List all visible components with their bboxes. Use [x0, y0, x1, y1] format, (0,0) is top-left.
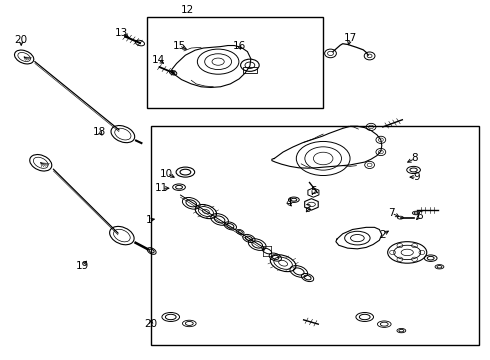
Text: 7: 7 [388, 208, 395, 218]
Text: 20: 20 [15, 35, 28, 45]
Bar [147, 17, 323, 108]
Text: 8: 8 [412, 153, 418, 163]
Text: 9: 9 [414, 172, 420, 182]
Text: 4: 4 [286, 198, 293, 208]
Bar [151, 126, 479, 345]
Text: 17: 17 [343, 33, 357, 43]
Text: 18: 18 [93, 127, 106, 136]
Text: 11: 11 [155, 183, 169, 193]
Text: 6: 6 [416, 211, 423, 221]
Text: 3: 3 [304, 204, 311, 215]
Text: 2: 2 [379, 230, 386, 239]
Text: 20: 20 [145, 319, 158, 329]
Text: 13: 13 [115, 28, 128, 38]
Text: 16: 16 [233, 41, 246, 50]
Text: 14: 14 [151, 55, 165, 65]
Text: 19: 19 [76, 261, 89, 271]
Text: 15: 15 [172, 41, 186, 50]
Text: 10: 10 [160, 168, 173, 179]
Text: 1: 1 [146, 215, 152, 225]
Text: 5: 5 [310, 186, 317, 197]
Text: 12: 12 [181, 5, 194, 15]
Bar [243, 67, 257, 73]
